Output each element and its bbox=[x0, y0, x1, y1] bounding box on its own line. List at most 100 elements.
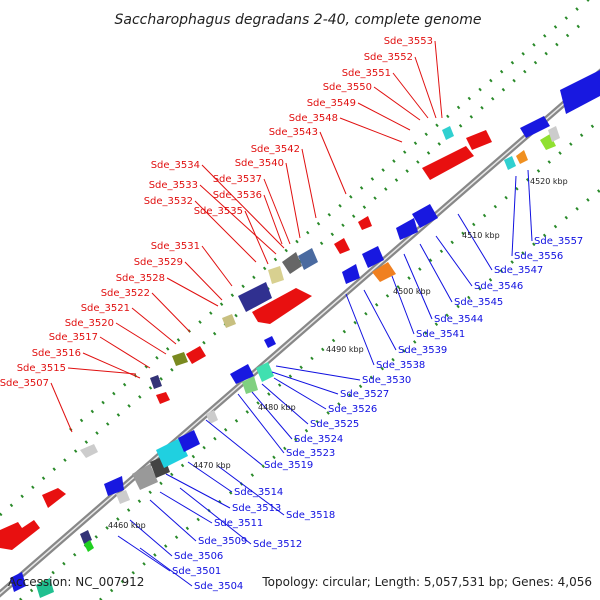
forward-gene-label[interactable]: Sde_3549 bbox=[307, 98, 356, 109]
reverse-gene-label[interactable]: Sde_3539 bbox=[398, 345, 447, 356]
forward-gene-label[interactable]: Sde_3507 bbox=[0, 378, 49, 389]
forward-gene-label[interactable]: Sde_3531 bbox=[151, 241, 200, 252]
forward-leader-line bbox=[301, 148, 317, 219]
reverse-leader-line bbox=[271, 371, 339, 395]
reverse-leader-line bbox=[149, 499, 197, 542]
forward-gene-label[interactable]: Sde_3543 bbox=[269, 127, 318, 138]
forward-gene-navy bbox=[238, 282, 272, 312]
reverse-leader-line bbox=[363, 289, 397, 351]
reverse-leader-line bbox=[435, 235, 473, 287]
forward-gene-label[interactable]: Sde_3540 bbox=[235, 158, 284, 169]
reverse-gene-label[interactable]: Sde_3530 bbox=[362, 375, 411, 386]
forward-gene-label[interactable]: Sde_3552 bbox=[364, 52, 413, 63]
reverse-gene-label[interactable]: Sde_3547 bbox=[494, 265, 543, 276]
reverse-gene-label[interactable]: Sde_3556 bbox=[514, 251, 563, 262]
reverse-gene-label[interactable]: Sde_3557 bbox=[534, 236, 583, 247]
reverse-gene-label[interactable]: Sde_3541 bbox=[416, 329, 465, 340]
reverse-gene-orange bbox=[372, 262, 396, 282]
forward-gene-arrow bbox=[42, 488, 66, 508]
reverse-gene-green bbox=[242, 376, 258, 394]
forward-gene-label[interactable]: Sde_3516 bbox=[32, 348, 81, 359]
forward-gene-label[interactable]: Sde_3553 bbox=[384, 36, 433, 47]
reverse-gene-label[interactable]: Sde_3527 bbox=[340, 389, 389, 400]
reverse-gene-label[interactable]: Sde_3506 bbox=[174, 551, 223, 562]
forward-gene-steel bbox=[298, 248, 318, 270]
forward-gene-label[interactable]: Sde_3533 bbox=[149, 180, 198, 191]
forward-gene-label[interactable]: Sde_3522 bbox=[101, 288, 150, 299]
reverse-gene-dark bbox=[80, 530, 92, 544]
reverse-gene-label[interactable]: Sde_3519 bbox=[264, 460, 313, 471]
forward-gene-label[interactable]: Sde_3515 bbox=[17, 363, 66, 374]
reverse-gene-arrow bbox=[178, 430, 200, 452]
accession-text: Accession: NC_007912 bbox=[8, 575, 144, 589]
reverse-gene-label[interactable]: Sde_3513 bbox=[232, 503, 281, 514]
reverse-gene-cyan bbox=[156, 438, 188, 468]
kbp-marker-label: 4520 kbp bbox=[530, 177, 568, 186]
forward-gene-label[interactable]: Sde_3551 bbox=[342, 68, 391, 79]
forward-leader-line bbox=[184, 261, 223, 301]
forward-gene-label[interactable]: Sde_3542 bbox=[251, 144, 300, 155]
forward-gene-label[interactable]: Sde_3528 bbox=[116, 273, 165, 284]
reverse-gene-label[interactable]: Sde_3504 bbox=[194, 581, 243, 592]
map-title: Saccharophagus degradans 2-40, complete … bbox=[115, 12, 482, 28]
reverse-gene-label[interactable]: Sde_3526 bbox=[328, 404, 377, 415]
kbp-marker-label: 4460 kbp bbox=[108, 521, 146, 530]
forward-gene-label[interactable]: Sde_3548 bbox=[289, 113, 338, 124]
forward-gene-label[interactable]: Sde_3535 bbox=[194, 206, 243, 217]
reverse-leader-line bbox=[457, 213, 493, 271]
reverse-gene-arrow bbox=[10, 572, 26, 592]
forward-gene-label[interactable]: Sde_3521 bbox=[81, 303, 130, 314]
reverse-gene-block bbox=[412, 204, 438, 228]
upper-tick-guide bbox=[69, 0, 591, 432]
forward-gene-labels: Sde_3507 Sde_3515 Sde_3516 Sde_3517 Sde_3520… bbox=[0, 36, 433, 389]
reverse-gene-label[interactable]: Sde_3518 bbox=[286, 510, 335, 521]
reverse-gene-label[interactable]: Sde_3525 bbox=[310, 419, 359, 430]
forward-leader-line bbox=[194, 200, 257, 263]
genome-backbone bbox=[0, 68, 600, 598]
forward-gene-arrow bbox=[358, 216, 372, 230]
reverse-leader-line bbox=[511, 175, 517, 257]
reverse-leader-line bbox=[391, 275, 415, 335]
forward-leader-line bbox=[244, 210, 269, 265]
forward-leader-line bbox=[414, 56, 437, 119]
forward-gene-label[interactable]: Sde_3537 bbox=[213, 174, 262, 185]
forward-gene-label[interactable]: Sde_3534 bbox=[151, 160, 200, 171]
reverse-gene-label[interactable]: Sde_3546 bbox=[474, 281, 523, 292]
forward-gene-grey bbox=[80, 444, 98, 458]
forward-gene-label[interactable]: Sde_3520 bbox=[65, 318, 114, 329]
reverse-gene-arrow bbox=[396, 218, 418, 240]
forward-gene-label[interactable]: Sde_3536 bbox=[213, 190, 262, 201]
reverse-gene-label[interactable]: Sde_3511 bbox=[214, 518, 263, 529]
forward-leader-line bbox=[151, 292, 191, 333]
reverse-leader-lines bbox=[117, 169, 533, 587]
forward-gene-label[interactable]: Sde_3517 bbox=[49, 332, 98, 343]
reverse-gene-label[interactable]: Sde_3545 bbox=[454, 297, 503, 308]
reverse-leader-line bbox=[205, 419, 263, 466]
reverse-gene-label[interactable]: Sde_3544 bbox=[434, 314, 483, 325]
reverse-gene-label[interactable]: Sde_3501 bbox=[172, 566, 221, 577]
reverse-gene-label[interactable]: Sde_3509 bbox=[198, 536, 247, 547]
reverse-gene-label[interactable]: Sde_3523 bbox=[286, 448, 335, 459]
reverse-gene-label[interactable]: Sde_3538 bbox=[376, 360, 425, 371]
forward-gene-label[interactable]: Sde_3532 bbox=[144, 196, 193, 207]
forward-leader-lines bbox=[50, 40, 443, 433]
reverse-leader-line bbox=[345, 293, 375, 366]
forward-leader-line bbox=[357, 102, 411, 131]
forward-gene-tan bbox=[222, 314, 236, 328]
forward-leader-line bbox=[285, 162, 301, 239]
reverse-leader-line bbox=[275, 365, 361, 381]
reverse-gene-label[interactable]: Sde_3514 bbox=[234, 487, 283, 498]
kbp-marker-label: 4480 kbp bbox=[258, 403, 296, 412]
forward-leader-line bbox=[339, 117, 403, 143]
reverse-gene-label[interactable]: Sde_3524 bbox=[294, 434, 343, 445]
forward-gene-block bbox=[0, 520, 40, 550]
reverse-leader-line bbox=[117, 535, 171, 572]
reverse-gene-arrow bbox=[104, 476, 124, 496]
forward-leader-line bbox=[166, 277, 219, 307]
forward-gene-label[interactable]: Sde_3529 bbox=[134, 257, 183, 268]
reverse-gene-label[interactable]: Sde_3512 bbox=[253, 539, 302, 550]
forward-leader-line bbox=[392, 72, 429, 119]
forward-leader-line bbox=[263, 194, 283, 245]
forward-gene-label[interactable]: Sde_3550 bbox=[323, 82, 372, 93]
